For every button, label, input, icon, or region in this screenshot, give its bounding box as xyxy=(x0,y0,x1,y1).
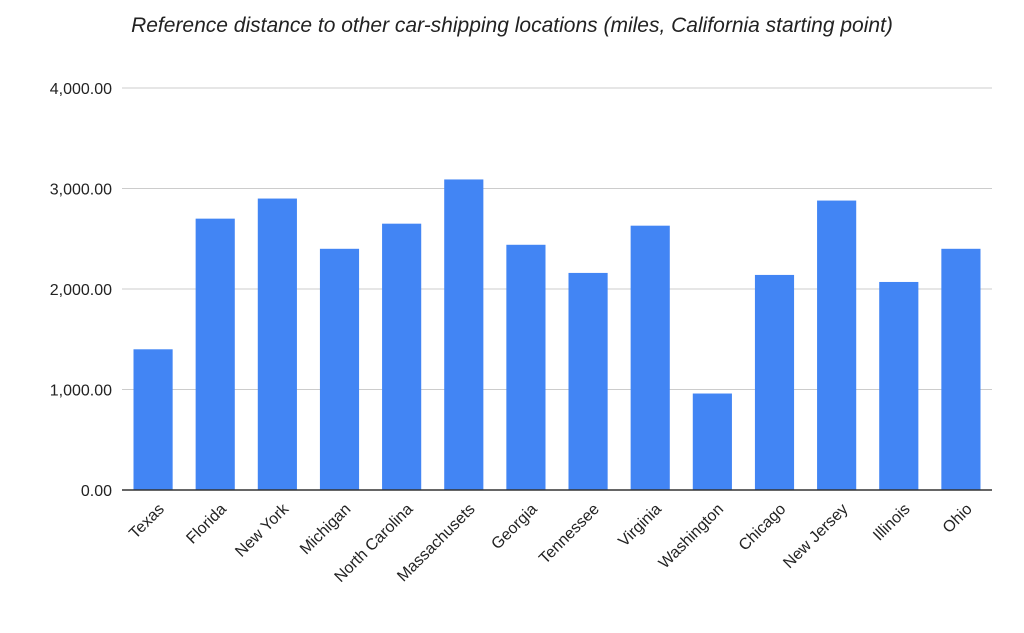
x-tick-label: Texas xyxy=(126,501,168,543)
bar-chicago xyxy=(754,274,795,490)
x-tick-label: New York xyxy=(232,500,293,561)
bar-ohio xyxy=(941,248,981,490)
x-tick-label: New Jersey xyxy=(780,501,851,572)
y-tick-label: 2,000.00 xyxy=(50,282,112,299)
x-tick-label: Michigan xyxy=(297,501,354,558)
bar-washington xyxy=(692,393,732,490)
y-tick-label: 3,000.00 xyxy=(50,182,112,199)
y-axis-ticks: 0.00 1,000.00 2,000.00 3,000.00 4,000.00 xyxy=(50,81,112,500)
bar-michigan xyxy=(319,248,360,490)
x-tick-label: Chicago xyxy=(736,501,790,555)
y-tick-label: 0.00 xyxy=(81,483,112,500)
y-tick-label: 4,000.00 xyxy=(50,81,112,98)
grid-layer xyxy=(122,87,992,390)
x-tick-label: Florida xyxy=(183,501,230,548)
bar-new-york xyxy=(257,198,297,491)
x-tick-label: Ohio xyxy=(940,501,976,537)
bar-florida xyxy=(195,218,235,490)
x-tick-label: Washington xyxy=(656,501,727,572)
bar-illinois xyxy=(879,281,919,490)
bar-georgia xyxy=(506,244,546,490)
bar-north-carolina xyxy=(382,223,422,491)
bar-series xyxy=(133,179,981,491)
x-tick-label: Illinois xyxy=(870,501,913,544)
x-tick-label: Virginia xyxy=(615,501,665,551)
bar-tennessee xyxy=(568,272,608,490)
y-tick-label: 1,000.00 xyxy=(50,383,112,400)
bar-virginia xyxy=(630,225,670,490)
bar-new-jersey xyxy=(817,200,857,490)
bar-massachusets xyxy=(444,179,484,490)
bar-texas xyxy=(133,349,173,490)
x-tick-label: Tennessee xyxy=(536,501,603,568)
chart-title: Reference distance to other car-shipping… xyxy=(131,14,893,37)
x-tick-label: Georgia xyxy=(488,501,540,553)
